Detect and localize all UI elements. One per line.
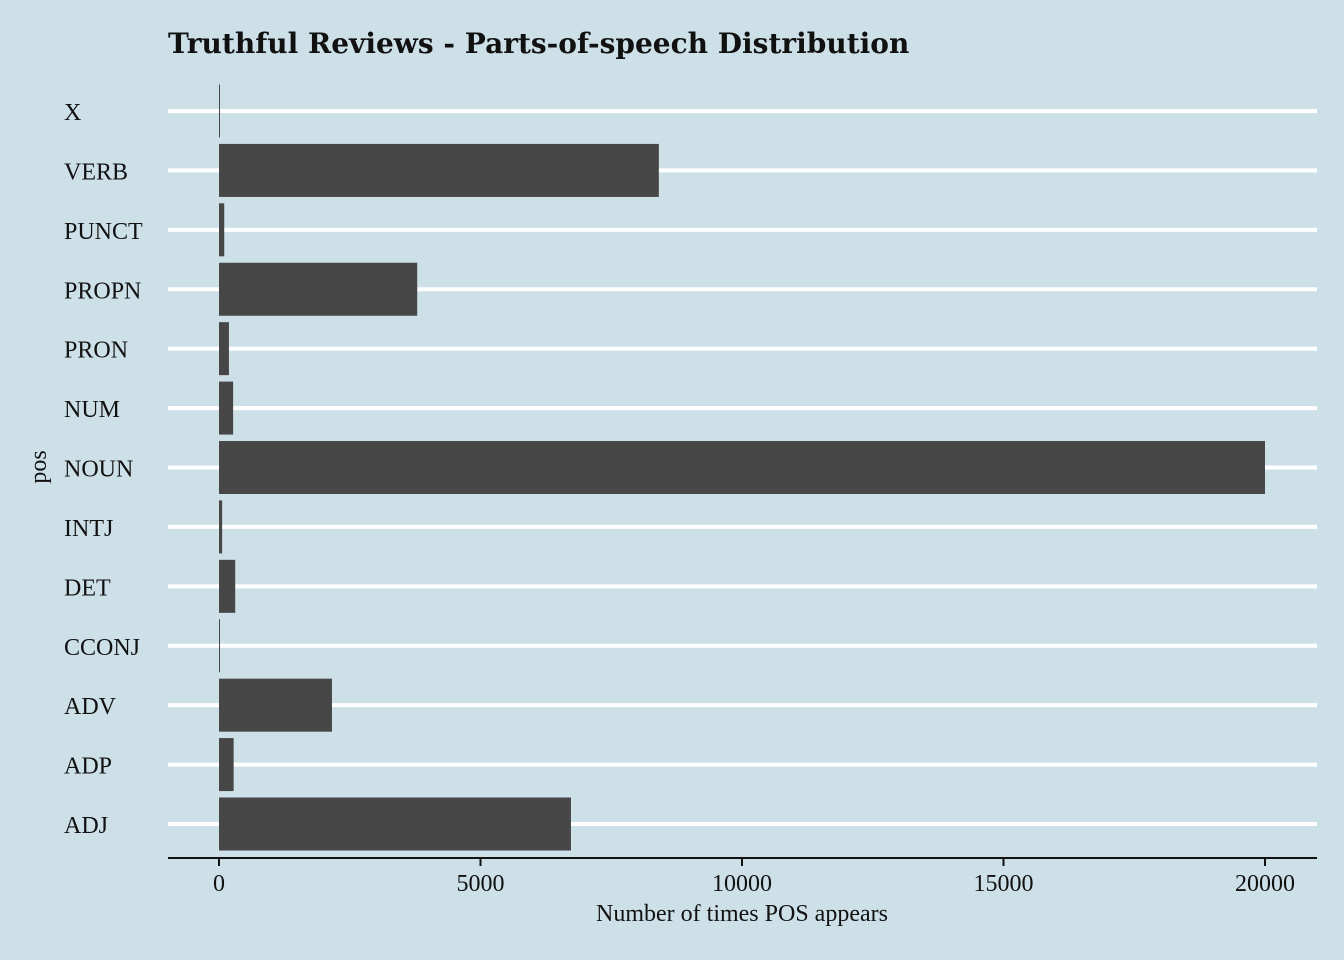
x-ticks: 0 5000 10000 15000 20000	[213, 858, 1295, 897]
x-tick-label-10000: 10000	[712, 871, 772, 897]
y-axis-title: pos	[26, 450, 52, 483]
y-tick-label-pron: PRON	[64, 338, 128, 364]
grid-lines	[168, 109, 1317, 826]
y-tick-label-cconj: CCONJ	[64, 635, 140, 661]
x-tick-label-5000: 5000	[457, 871, 505, 897]
y-tick-label-num: NUM	[64, 397, 120, 423]
y-tick-label-verb: VERB	[64, 159, 128, 185]
bar-adp	[219, 738, 234, 792]
bar-punct	[219, 203, 225, 257]
y-tick-label-adv: ADV	[64, 694, 117, 720]
bar-det	[219, 559, 236, 613]
x-axis-title: Number of times POS appears	[596, 901, 888, 927]
y-tick-label-punct: PUNCT	[64, 219, 143, 245]
y-tick-label-noun: NOUN	[64, 457, 133, 483]
bars	[219, 84, 1265, 851]
x-tick-label-20000: 20000	[1235, 871, 1295, 897]
bar-num	[219, 381, 234, 435]
y-tick-label-adj: ADJ	[64, 813, 108, 839]
bar-cconj	[219, 619, 220, 673]
bar-pron	[219, 322, 229, 376]
x-tick-label-0: 0	[213, 871, 225, 897]
bar-adj	[219, 797, 571, 851]
y-tick-labels: ADJ ADP ADV CCONJ DET INTJ NOUN NUM PRON PROPN PUN…	[64, 100, 143, 839]
chart-title: Truthful Reviews - Parts-of-speech Distr…	[168, 27, 909, 60]
bar-intj	[219, 500, 223, 554]
y-tick-label-x: X	[64, 100, 81, 126]
x-tick-label-15000: 15000	[974, 871, 1034, 897]
y-tick-label-adp: ADP	[64, 754, 112, 780]
bar-x	[219, 84, 220, 138]
bar-noun	[219, 441, 1265, 494]
bar-adv	[219, 678, 332, 732]
y-tick-label-intj: INTJ	[64, 516, 113, 542]
bar-propn	[219, 262, 418, 316]
bar-verb	[219, 143, 659, 197]
y-tick-label-det: DET	[64, 575, 111, 601]
y-tick-label-propn: PROPN	[64, 278, 141, 304]
